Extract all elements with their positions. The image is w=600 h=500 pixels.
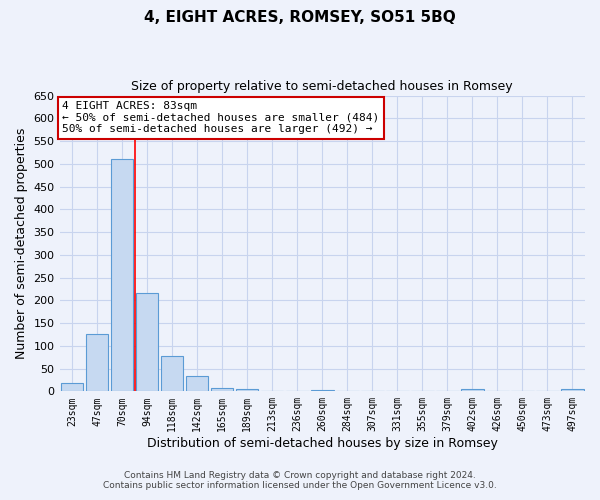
Text: 4, EIGHT ACRES, ROMSEY, SO51 5BQ: 4, EIGHT ACRES, ROMSEY, SO51 5BQ (144, 10, 456, 25)
Bar (61, 383, 83, 392)
Y-axis label: Number of semi-detached properties: Number of semi-detached properties (15, 128, 28, 359)
Title: Size of property relative to semi-detached houses in Romsey: Size of property relative to semi-detach… (131, 80, 513, 93)
Bar (136, 294, 158, 392)
Bar (161, 356, 184, 392)
Bar (236, 389, 259, 392)
Bar (211, 388, 233, 392)
Text: 4 EIGHT ACRES: 83sqm
← 50% of semi-detached houses are smaller (484)
50% of semi: 4 EIGHT ACRES: 83sqm ← 50% of semi-detac… (62, 101, 379, 134)
X-axis label: Distribution of semi-detached houses by size in Romsey: Distribution of semi-detached houses by … (147, 437, 498, 450)
Bar (561, 389, 584, 392)
Bar (186, 376, 208, 392)
Text: Contains HM Land Registry data © Crown copyright and database right 2024.
Contai: Contains HM Land Registry data © Crown c… (103, 470, 497, 490)
Bar (311, 390, 334, 392)
Bar (461, 389, 484, 392)
Bar (86, 334, 109, 392)
Bar (111, 160, 133, 392)
